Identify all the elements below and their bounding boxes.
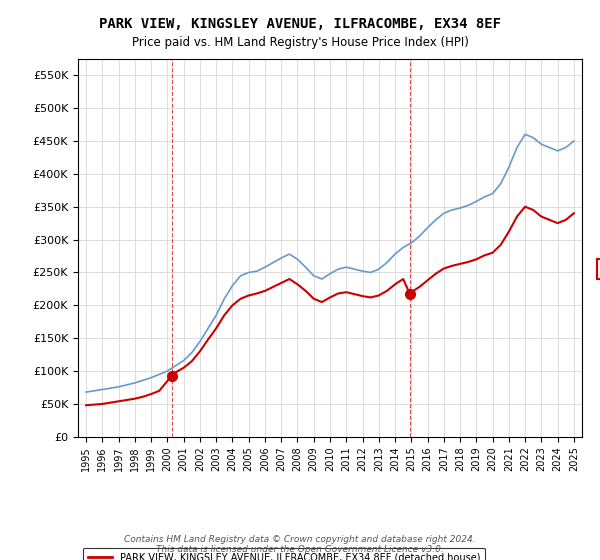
Legend: PARK VIEW, KINGSLEY AVENUE, ILFRACOMBE, EX34 8EF (detached house), HPI: Average : PARK VIEW, KINGSLEY AVENUE, ILFRACOMBE, … [83,548,485,560]
Text: Price paid vs. HM Land Registry's House Price Index (HPI): Price paid vs. HM Land Registry's House … [131,36,469,49]
Text: PARK VIEW, KINGSLEY AVENUE, ILFRACOMBE, EX34 8EF: PARK VIEW, KINGSLEY AVENUE, ILFRACOMBE, … [99,17,501,31]
Text: Contains HM Land Registry data © Crown copyright and database right 2024.
This d: Contains HM Land Registry data © Crown c… [124,535,476,554]
